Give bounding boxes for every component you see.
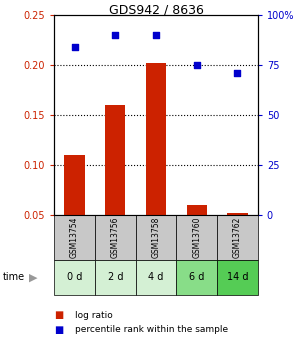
- Bar: [187, 205, 207, 215]
- Point: [72, 44, 77, 50]
- Text: ■: ■: [54, 325, 64, 335]
- Bar: [227, 213, 248, 215]
- Text: 6 d: 6 d: [189, 273, 205, 283]
- Bar: [176, 260, 217, 295]
- Text: time: time: [3, 273, 25, 283]
- Bar: [146, 63, 166, 215]
- Text: 4 d: 4 d: [148, 273, 164, 283]
- Point: [195, 62, 199, 68]
- Bar: [136, 215, 176, 260]
- Text: GSM13758: GSM13758: [151, 217, 161, 258]
- Text: ■: ■: [54, 310, 64, 320]
- Bar: [105, 105, 125, 215]
- Bar: [136, 260, 176, 295]
- Text: GSM13760: GSM13760: [192, 217, 201, 258]
- Point: [113, 32, 118, 38]
- Text: GSM13756: GSM13756: [111, 217, 120, 258]
- Text: log ratio: log ratio: [75, 310, 113, 319]
- Point: [235, 70, 240, 76]
- Text: GSM13762: GSM13762: [233, 217, 242, 258]
- Text: percentile rank within the sample: percentile rank within the sample: [75, 325, 228, 335]
- Bar: [95, 260, 136, 295]
- Bar: [54, 260, 95, 295]
- Point: [154, 32, 159, 38]
- Text: ▶: ▶: [29, 273, 38, 283]
- Text: 2 d: 2 d: [108, 273, 123, 283]
- Text: GSM13754: GSM13754: [70, 217, 79, 258]
- Bar: [95, 215, 136, 260]
- Bar: [217, 215, 258, 260]
- Bar: [54, 215, 95, 260]
- Text: GDS942 / 8636: GDS942 / 8636: [109, 3, 203, 17]
- Text: 14 d: 14 d: [227, 273, 248, 283]
- Text: 0 d: 0 d: [67, 273, 82, 283]
- Bar: [217, 260, 258, 295]
- Bar: [64, 155, 85, 215]
- Bar: [176, 215, 217, 260]
